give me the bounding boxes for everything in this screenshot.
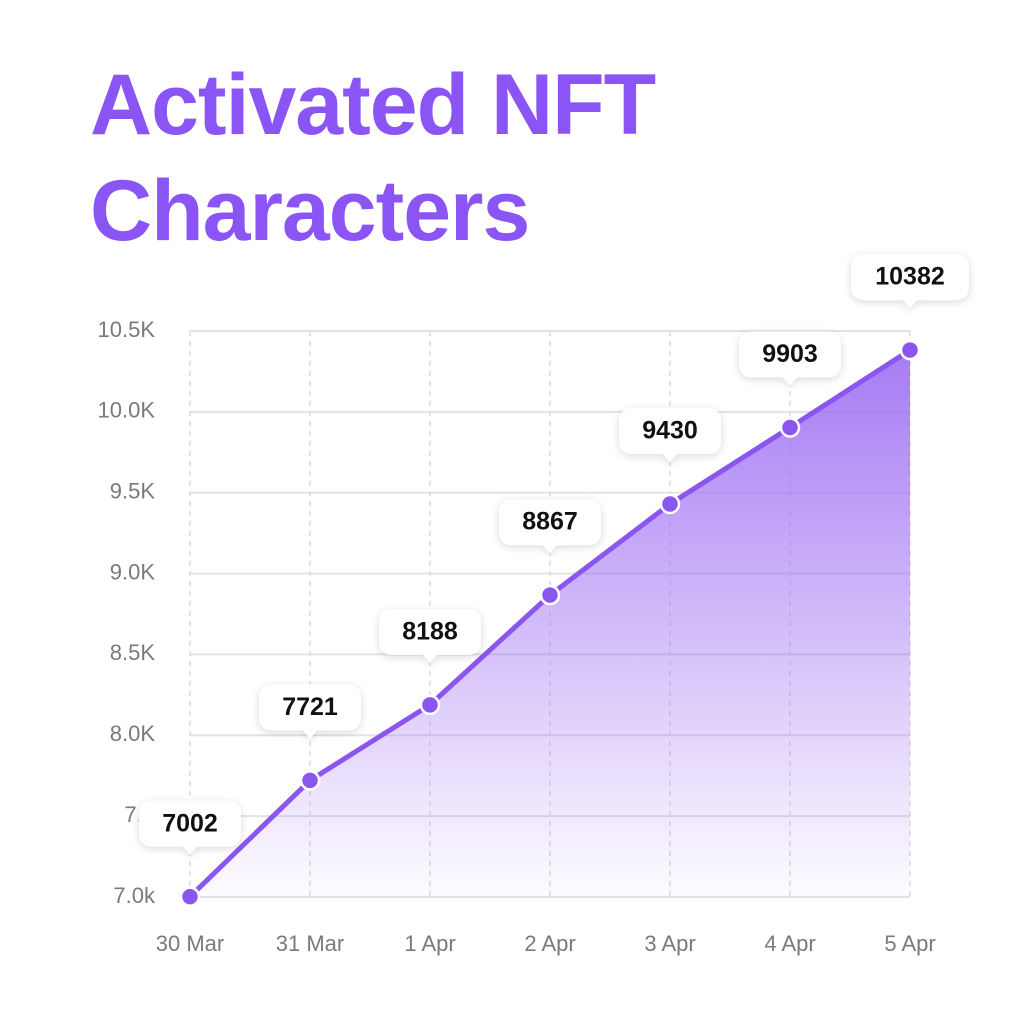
point [899, 339, 921, 361]
value-label: 9903 [762, 340, 818, 368]
x-tick-label: 4 Apr [764, 931, 815, 956]
y-tick-label: 10.5K [98, 317, 156, 342]
data-label [379, 608, 481, 663]
label-box [139, 800, 241, 847]
point [539, 584, 561, 606]
data-label [139, 800, 241, 855]
data-label [739, 331, 841, 386]
point [179, 886, 201, 907]
label-box [851, 254, 969, 301]
data-label [259, 684, 361, 739]
label-box [379, 608, 481, 655]
label-pointer [542, 544, 558, 554]
x-tick-label: 3 Apr [644, 931, 695, 956]
y-tick-label: 8.5K [110, 640, 156, 665]
x-tick-label: 5 Apr [884, 931, 935, 956]
label-box [499, 499, 601, 546]
data-label [499, 499, 601, 554]
label-pointer [782, 376, 798, 386]
label-box [259, 684, 361, 731]
value-label: 9430 [642, 417, 698, 445]
y-tick-label: 7.0k [113, 883, 156, 908]
y-tick-label: 9.5K [110, 479, 156, 504]
x-tick-label: 1 Apr [404, 931, 455, 956]
chart-title: Activated NFT Characters [90, 57, 656, 259]
value-label: 8188 [402, 617, 458, 645]
data-label [851, 254, 969, 309]
label-pointer [662, 453, 678, 463]
label-box [619, 408, 721, 455]
x-tick-label: 30 Mar [156, 931, 224, 956]
y-tick-label: 10.0K [98, 398, 156, 423]
x-tick-label: 2 Apr [524, 931, 575, 956]
data-label [619, 408, 721, 463]
point [779, 417, 801, 438]
y-tick-label: 8.0K [110, 721, 156, 746]
label-pointer [302, 729, 318, 739]
point [659, 493, 681, 515]
point [419, 694, 441, 716]
label-pointer [182, 845, 198, 855]
value-label: 7002 [162, 809, 218, 837]
value-label: 10382 [875, 263, 945, 291]
value-label: 7721 [282, 693, 338, 721]
label-pointer [422, 653, 438, 663]
area [190, 350, 910, 897]
point [299, 770, 321, 791]
label-pointer [902, 299, 918, 309]
x-tick-label: 31 Mar [276, 931, 344, 956]
value-label: 8867 [522, 508, 578, 536]
y-tick-label: 9.0K [110, 559, 156, 584]
label-box [739, 331, 841, 378]
